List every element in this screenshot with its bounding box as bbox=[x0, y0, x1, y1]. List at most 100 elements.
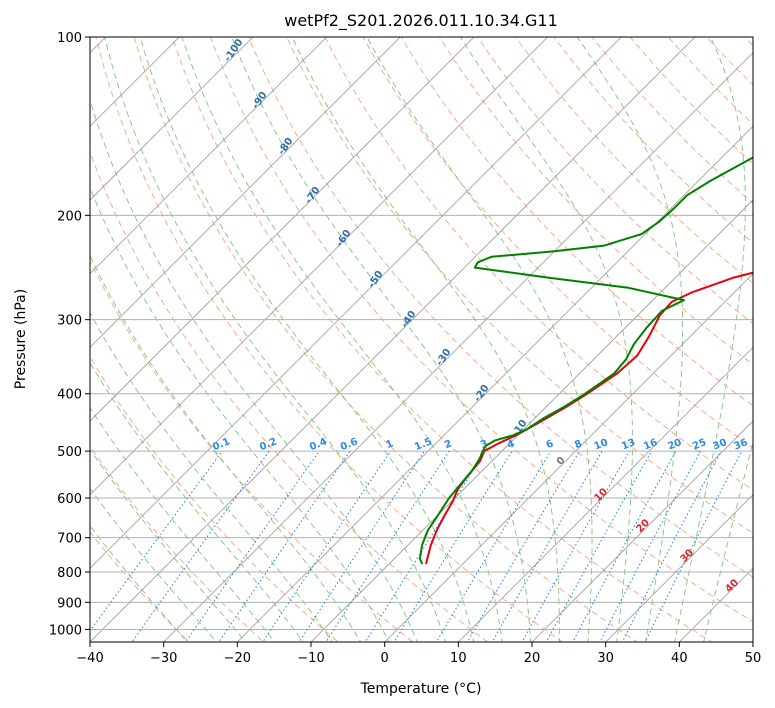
dry-adiabat bbox=[757, 11, 775, 654]
x-tick-label: 50 bbox=[745, 651, 762, 666]
mixing-ratio-lines bbox=[90, 450, 743, 642]
mixing-ratio-label: 2 bbox=[443, 438, 454, 451]
mixing-ratio-label: 36 bbox=[732, 437, 749, 452]
y-tick-label: 800 bbox=[57, 566, 82, 581]
dry-adiabat bbox=[400, 37, 753, 407]
isotherm-line bbox=[457, 346, 753, 642]
x-tick-label: −30 bbox=[150, 651, 177, 666]
dry-adiabats bbox=[90, 11, 775, 654]
dry-adiabat bbox=[629, 37, 753, 165]
y-axis-ticks: 1000 900 800 700 600 500 400 300 200 100 bbox=[49, 31, 90, 638]
x-tick-label: −10 bbox=[297, 651, 324, 666]
isotherms bbox=[0, 10, 753, 654]
mixing-ratio-line bbox=[545, 450, 653, 642]
isotherm-line bbox=[384, 273, 753, 642]
dry-adiabat bbox=[515, 37, 753, 284]
moist-adiabat bbox=[231, 37, 532, 642]
dry-adiabat bbox=[133, 37, 638, 642]
theta-e-label: 30 bbox=[678, 547, 696, 565]
theta-e-label: 0 bbox=[555, 455, 568, 468]
dry-adiabat bbox=[95, 37, 564, 642]
theta-e-label: 20 bbox=[634, 517, 652, 535]
mixing-ratio-line bbox=[599, 450, 701, 642]
plot-area: 0.1 0.2 0.4 0.6 1 1.5 2 3 4 6 8 10 13 16 20 25 30 36-100-… bbox=[0, 10, 775, 654]
moist-adiabat-label: -100 bbox=[222, 37, 245, 64]
isotherm-line bbox=[236, 125, 753, 642]
mixing-ratio-line bbox=[364, 450, 486, 642]
isotherm-line bbox=[90, 37, 475, 422]
dewpoint-profile-line bbox=[418, 156, 753, 565]
isotherm-line bbox=[310, 199, 753, 642]
y-tick-label: 100 bbox=[57, 31, 82, 46]
isotherm-line bbox=[90, 37, 622, 569]
mixing-ratio-label: 8 bbox=[573, 438, 584, 451]
isotherm-line bbox=[531, 420, 753, 642]
moist-adiabat-label: -30 bbox=[434, 347, 453, 368]
mixing-ratio-label: 1 bbox=[384, 438, 395, 451]
moist-adiabat-label: -60 bbox=[334, 228, 353, 249]
mixing-ratio-label: 20 bbox=[666, 437, 683, 452]
moist-adiabat bbox=[90, 448, 247, 642]
y-tick-label: 300 bbox=[57, 314, 82, 329]
chart-title: wetPf2_S201.2026.011.10.34.G11 bbox=[284, 11, 558, 31]
mixing-ratio-line bbox=[572, 450, 677, 642]
x-tick-label: 30 bbox=[597, 651, 614, 666]
isotherm-line bbox=[605, 494, 753, 642]
moist-adiabat bbox=[291, 37, 560, 642]
moist-adiabat bbox=[90, 98, 418, 642]
moist-adiabat bbox=[90, 311, 333, 642]
y-tick-label: 400 bbox=[57, 388, 82, 403]
y-tick-label: 700 bbox=[57, 532, 82, 547]
mixing-ratio-label: 4 bbox=[506, 438, 517, 451]
moist-adiabat-label: -90 bbox=[250, 90, 269, 111]
isotherm-line bbox=[90, 37, 328, 275]
mixing-ratio-label: 16 bbox=[642, 437, 659, 452]
dry-adiabat bbox=[90, 259, 414, 642]
x-tick-label: −20 bbox=[224, 651, 251, 666]
pressure-grid bbox=[90, 37, 753, 630]
x-tick-label: −40 bbox=[76, 651, 103, 666]
moist-adiabat bbox=[90, 254, 362, 642]
x-tick-label: 20 bbox=[524, 651, 541, 666]
moist-adiabat bbox=[90, 361, 304, 642]
mixing-ratio-label: 30 bbox=[712, 437, 729, 452]
profile-series bbox=[418, 156, 753, 565]
y-tick-label: 600 bbox=[57, 492, 82, 507]
isotherm-line bbox=[0, 10, 59, 654]
dry-adiabat bbox=[438, 37, 753, 366]
dry-adiabat bbox=[209, 37, 753, 623]
moist-adiabat bbox=[459, 37, 633, 642]
isotherm-line bbox=[90, 37, 180, 127]
moist-adiabat bbox=[90, 487, 218, 642]
mixing-ratio-line bbox=[466, 450, 580, 642]
dry-adiabat bbox=[171, 37, 713, 642]
theta-e-label: 40 bbox=[723, 577, 741, 595]
dry-adiabat bbox=[591, 37, 753, 204]
mixing-ratio-line bbox=[435, 450, 552, 642]
x-axis-label: Temperature (°C) bbox=[360, 681, 482, 697]
moist-adiabat bbox=[366, 37, 593, 642]
y-tick-label: 200 bbox=[57, 209, 82, 224]
dry-adiabat bbox=[362, 37, 753, 449]
moist-adiabat-label: -70 bbox=[303, 185, 322, 206]
moist-adiabat bbox=[90, 406, 276, 642]
isotherm-line bbox=[90, 37, 254, 201]
isotherm-line bbox=[90, 37, 401, 348]
isotherm-line bbox=[163, 52, 753, 642]
isotherm-line bbox=[90, 37, 696, 642]
moist-adiabat bbox=[90, 186, 390, 642]
y-axis-label: Pressure (hPa) bbox=[13, 289, 29, 389]
mixing-ratio-label: 13 bbox=[620, 437, 637, 452]
y-tick-label: 900 bbox=[57, 596, 82, 611]
isotherm-line bbox=[90, 37, 549, 496]
moist-adiabat bbox=[181, 37, 503, 642]
moist-adiabats bbox=[90, 37, 753, 642]
chart-annotations: 0.1 0.2 0.4 0.6 1 1.5 2 3 4 6 8 10 13 16 20 25 30 36-100-… bbox=[211, 37, 749, 595]
mixing-ratio-label: 6 bbox=[545, 438, 556, 451]
mixing-ratio-line bbox=[325, 450, 450, 642]
dry-adiabat bbox=[667, 37, 753, 125]
dry-adiabat bbox=[90, 445, 265, 642]
dry-adiabat bbox=[324, 37, 753, 491]
dry-adiabat bbox=[743, 37, 753, 47]
moist-adiabat bbox=[703, 440, 753, 642]
